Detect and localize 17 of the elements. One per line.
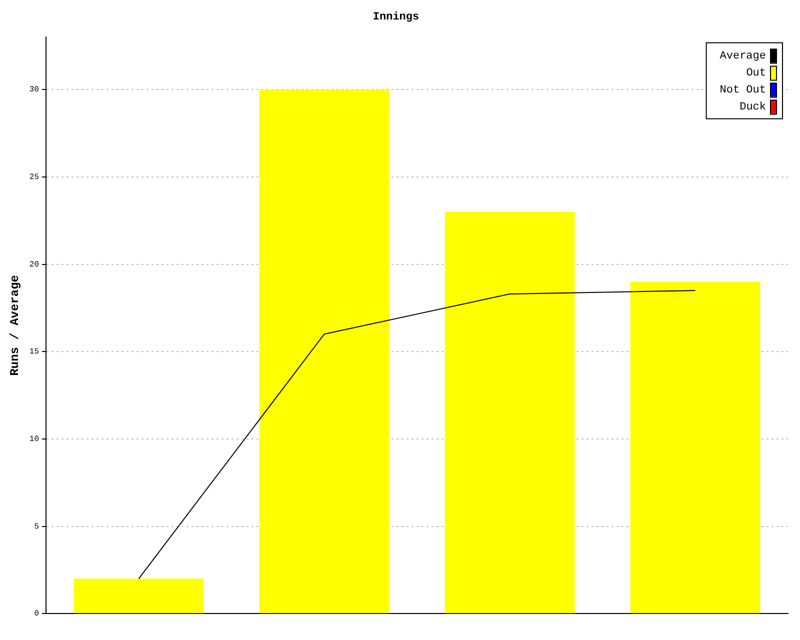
y-tick-label: 25 [29,173,40,182]
bar [630,282,760,614]
legend-label: Average [720,50,766,63]
y-axis-title: Runs / Average [8,274,22,376]
bar [444,212,575,614]
bar [74,578,204,614]
y-tick-label: 30 [29,86,40,95]
bar [259,90,390,614]
y-tick-label: 0 [34,610,40,619]
legend-label: Out [746,68,766,80]
legend-label: Not Out [720,84,766,97]
y-tick-label: 5 [34,522,40,532]
y-tick-label: 10 [29,435,40,444]
legend-label: Duck [740,102,766,114]
y-tick-label: 20 [29,260,40,270]
chart-title: Innings [372,11,420,24]
y-tick-label: 15 [29,348,40,357]
